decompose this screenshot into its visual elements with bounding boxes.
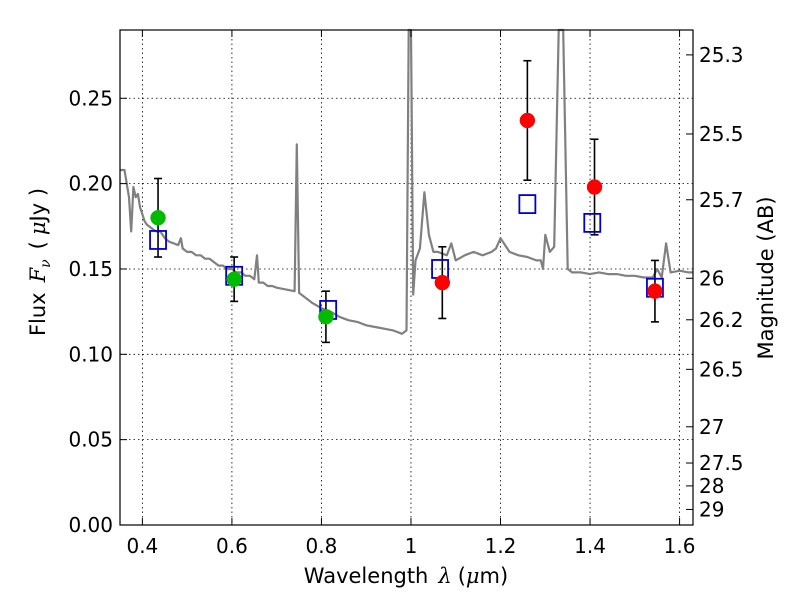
right-axis-tick-label: 26.5: [699, 357, 744, 381]
x-tick-label: 1.4: [574, 534, 606, 558]
x-tick-label: 0.4: [126, 534, 158, 558]
model-photometry-marker: [583, 212, 602, 233]
observed-optical-point: [318, 309, 334, 325]
x-tick-label: 0.6: [216, 534, 248, 558]
x-tick-label: 1: [405, 534, 418, 558]
y-tick-label: 0.05: [68, 428, 113, 452]
observed-nir-point: [519, 112, 536, 129]
data-markers: [149, 112, 664, 325]
y-tick-label: 0.10: [68, 342, 113, 366]
right-axis-tick-label: 28: [699, 474, 724, 498]
observed-nir-point: [647, 283, 663, 299]
right-axis-tick-label: 25.7: [699, 188, 744, 212]
right-axis-tick-label: 26.2: [699, 308, 744, 332]
right-axis-tick-label: 29: [699, 497, 724, 521]
axis-ticks: [120, 30, 693, 526]
y-tick-label: 0.15: [68, 257, 113, 281]
observed-optical-point: [150, 210, 166, 226]
y-axis-title: FluxFν(μJy ): [26, 188, 54, 336]
model-photometry-marker: [149, 230, 167, 250]
x-tick-label: 0.8: [306, 534, 338, 558]
observed-nir-point: [434, 274, 451, 291]
model-spectrum: [120, 28, 693, 335]
plot-frame: [119, 29, 694, 526]
right-axis-tick-label: 25.5: [699, 122, 744, 146]
y-tick-label: 0.20: [68, 172, 113, 196]
right-axis-tick-label: 25.3: [699, 43, 744, 67]
x-axis-title: Wavelength λ (μm): [304, 564, 508, 588]
x-tick-label: 1.6: [664, 534, 696, 558]
y-tick-label: 0.25: [68, 86, 113, 110]
right-axis-tick-label: 27: [699, 415, 724, 439]
tick-labels: 0.4 0.6 0.8 1 1.2 1.4 1.6 0.00 0.05 0.10 0.15 0.20 0…: [68, 43, 743, 558]
right-axis-tick-label: 27.5: [699, 451, 744, 475]
spectrum-line: [120, 28, 693, 335]
x-tick-label: 1.2: [485, 534, 517, 558]
right-axis-title: Magnitude (AB): [754, 196, 778, 359]
observed-optical-point: [226, 271, 242, 287]
y-tick-label: 0.00: [68, 513, 113, 537]
right-axis-tick-label: 26: [699, 266, 724, 290]
observed-nir-point: [586, 179, 603, 195]
model-photometry-marker: [518, 194, 537, 215]
